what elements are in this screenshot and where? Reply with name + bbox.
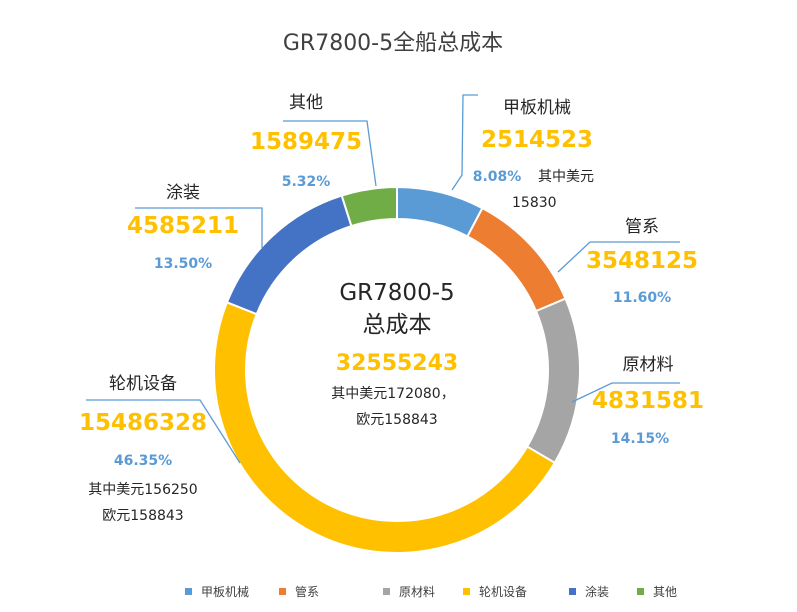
slice-value-label: 4831581 [592,388,704,414]
leader-line-4 [135,207,263,248]
leader-line-5 [283,120,377,187]
slice-name-label: 其他 [289,93,323,113]
center-note-line1: 其中美元172080， [331,386,454,402]
legend: 甲板机械 管系 原材料 轮机设备 涂装 其他 [185,584,677,599]
slice-label-2: 原材料 4831581 14.15% [592,355,704,447]
slice-percent-label: 13.50% [154,256,212,272]
donut-slice-2 [525,297,581,465]
slice-value-label: 3548125 [586,248,698,274]
leader-line-0 [451,94,478,191]
slice-name-label: 甲板机械 [503,98,571,118]
legend-item-2: 原材料 [383,585,435,599]
slice-percent-label: 46.35% [114,453,172,469]
slice-percent-label: 8.08% [473,169,522,185]
slice-labels: 甲板机械 2514523 8.08% 其中美元 15830 管系 3548125 11.60%… [79,93,704,524]
donut-slice-5 [340,185,398,228]
legend-label: 管系 [295,584,319,599]
center-label: GR7800-5 总成本 32555243 其中美元172080， 欧元1588… [331,280,458,428]
legend-swatch [463,588,470,595]
slice-value-label: 1589475 [250,129,362,155]
slice-label-5: 其他 1589475 5.32% [250,93,362,190]
slice-note-label: 欧元158843 [102,508,183,524]
chart-title: GR7800-5全船总成本 [283,31,503,56]
legend-item-4: 涂装 [569,584,609,599]
legend-label: 甲板机械 [201,584,249,599]
slice-name-label: 轮机设备 [109,374,177,394]
legend-swatch [185,588,192,595]
slice-note-label: 其中美元 [538,169,594,185]
center-name-line1: GR7800-5 [339,280,454,306]
slice-label-0: 甲板机械 2514523 8.08% 其中美元 15830 [473,98,594,211]
legend-item-0: 甲板机械 [185,584,249,599]
legend-swatch [383,588,390,595]
slice-name-label: 原材料 [623,355,674,375]
leader-line-2 [571,382,680,403]
center-total-value: 32555243 [336,351,458,376]
slice-percent-label: 14.15% [611,431,669,447]
leader-line-1 [557,241,680,273]
slice-name-label: 涂装 [166,183,200,203]
slice-label-3: 轮机设备 15486328 46.35% 其中美元156250 欧元158843 [79,374,207,524]
slice-label-4: 涂装 4585211 13.50% [127,183,239,272]
donut-slices [213,185,581,554]
legend-item-3: 轮机设备 [463,585,527,599]
center-name-line2: 总成本 [363,312,432,338]
donut-slice-1 [466,206,567,313]
slice-note-label: 其中美元156250 [88,482,197,498]
donut-slice-0 [396,185,484,238]
slice-value-label: 2514523 [481,127,593,153]
legend-item-5: 其他 [637,585,677,599]
slice-value-label: 15486328 [79,410,207,436]
legend-item-1: 管系 [279,584,319,599]
slice-percent-label: 5.32% [282,174,331,190]
slice-percent-label: 11.60% [613,290,671,306]
legend-label: 涂装 [585,584,609,599]
legend-label: 其他 [653,585,677,599]
donut-slice-4 [225,194,353,316]
legend-swatch [637,588,644,595]
legend-swatch [569,588,576,595]
legend-label: 原材料 [399,585,435,599]
center-note-line2: 欧元158843 [356,412,437,428]
slice-value-label: 4585211 [127,213,239,239]
leader-lines [86,94,680,464]
slice-note-label: 15830 [512,195,557,211]
legend-label: 轮机设备 [479,585,527,599]
slice-label-1: 管系 3548125 11.60% [586,217,698,306]
leader-line-3 [86,399,241,464]
slice-name-label: 管系 [625,217,659,237]
legend-swatch [279,588,286,595]
